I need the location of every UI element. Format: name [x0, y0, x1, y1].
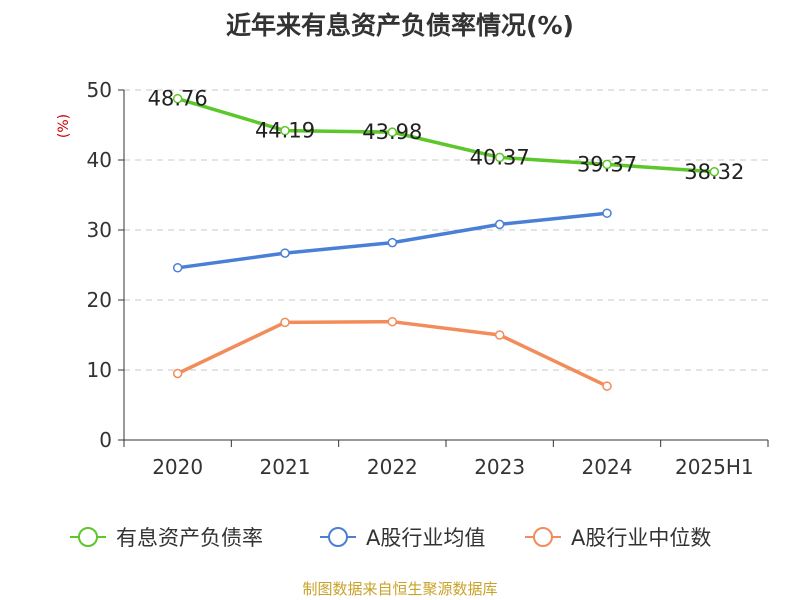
- data-label: 38.32: [684, 160, 744, 184]
- data-label: 39.37: [577, 152, 637, 176]
- legend: 有息资产负债率 A股行业均值 A股行业中位数: [70, 526, 711, 550]
- y-tick-label: 20: [87, 288, 112, 312]
- y-tick-label: 50: [87, 78, 112, 102]
- grid-lines: [124, 89, 768, 371]
- data-label: 48.76: [148, 87, 208, 111]
- x-tick-label: 2023: [474, 455, 525, 479]
- data-point: [494, 219, 505, 230]
- axes: 0 10 20 30 40 50 2020 2021 2022 2023 2024 2025H1: [87, 78, 769, 479]
- legend-marker: [328, 527, 348, 547]
- legend-marker: [78, 527, 98, 547]
- data-point: [494, 152, 505, 163]
- data-point: [280, 125, 290, 136]
- data-label: 43.98: [362, 120, 422, 144]
- series-line-3: [175, 319, 609, 388]
- x-tick-label: 2021: [260, 455, 311, 479]
- data-point: [602, 159, 612, 170]
- data-point: [172, 93, 183, 104]
- data-point: [172, 368, 183, 379]
- data-point: [494, 330, 505, 340]
- y-tick-label: 10: [87, 358, 112, 382]
- y-tick-label: 30: [87, 218, 112, 242]
- data-point: [172, 263, 183, 273]
- legend-label: A股行业均值: [366, 526, 485, 550]
- data-point: [602, 381, 612, 391]
- x-tick-label: 2022: [367, 455, 418, 479]
- legend-marker: [533, 527, 553, 547]
- series-layer: 48.76 44.19 43.98 40.37 39.37 38.32: [148, 87, 744, 391]
- y-axis-label: (%): [56, 114, 72, 138]
- x-tick-label: 2020: [152, 455, 203, 479]
- data-point: [709, 167, 720, 177]
- series-line-1: [175, 96, 717, 174]
- x-tick-label: 2024: [582, 455, 633, 479]
- x-tick-label: 2025H1: [675, 455, 754, 479]
- data-point: [387, 316, 398, 327]
- y-tick-label: 0: [99, 428, 112, 452]
- data-point: [387, 127, 398, 137]
- legend-label: 有息资产负债率: [116, 526, 263, 550]
- data-label: 44.19: [255, 119, 315, 143]
- data-label: 40.37: [470, 145, 530, 169]
- legend-label: A股行业中位数: [571, 526, 711, 550]
- data-point: [280, 317, 290, 328]
- y-tick-label: 40: [87, 148, 112, 172]
- data-point: [602, 208, 612, 218]
- data-point: [387, 237, 398, 248]
- chart-title: 近年来有息资产负债率情况(%): [226, 11, 574, 40]
- data-point: [280, 248, 290, 258]
- source-footer: 制图数据来自恒生聚源数据库: [302, 580, 498, 598]
